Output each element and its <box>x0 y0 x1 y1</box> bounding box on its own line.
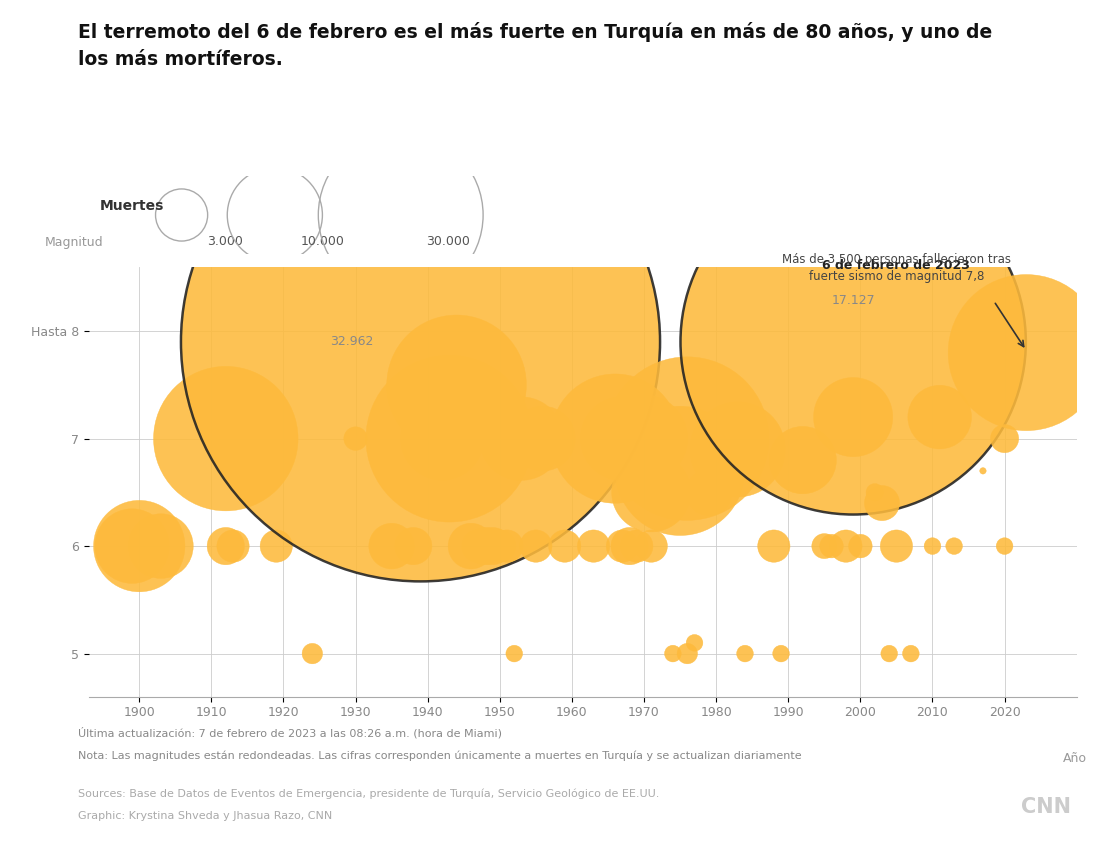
Point <box>902 647 920 660</box>
Text: 30.000: 30.000 <box>426 235 471 248</box>
Point <box>491 539 508 553</box>
Point <box>216 432 234 445</box>
Point <box>643 485 660 499</box>
Point <box>672 464 689 477</box>
Text: Magnitud: Magnitud <box>44 237 103 249</box>
Point <box>505 647 523 660</box>
Point <box>729 442 747 456</box>
Point <box>851 539 869 553</box>
Point <box>643 539 660 553</box>
Point <box>484 539 502 553</box>
Point <box>470 539 487 553</box>
Point <box>946 539 963 553</box>
Point <box>268 539 285 553</box>
Point <box>542 432 559 445</box>
Point <box>773 647 790 660</box>
Point <box>700 485 718 499</box>
Point <box>664 647 682 660</box>
Point <box>534 432 552 445</box>
Point <box>152 539 170 553</box>
Point <box>678 647 696 660</box>
Text: CNN: CNN <box>1021 797 1071 817</box>
Point <box>441 432 458 445</box>
Point <box>224 539 242 553</box>
Point <box>924 539 941 553</box>
Point <box>433 432 451 445</box>
Point <box>931 410 949 424</box>
Point <box>845 410 862 424</box>
Point <box>266 208 284 222</box>
Point <box>173 208 191 222</box>
Text: Más de 3.500 personas fallecieron tras
fuerte sismo de magnitud 7,8: Más de 3.500 personas fallecieron tras f… <box>781 253 1011 283</box>
Point <box>447 378 465 391</box>
Text: Sources: Base de Datos de Eventos de Emergencia, presidente de Turquía, Servicio: Sources: Base de Datos de Eventos de Eme… <box>78 789 659 799</box>
Point <box>404 539 422 553</box>
Point <box>736 647 754 660</box>
Point <box>996 432 1013 445</box>
Point <box>527 539 545 553</box>
Point <box>794 453 811 467</box>
Point <box>816 539 834 553</box>
Point <box>476 539 494 553</box>
Point <box>585 539 603 553</box>
Point <box>614 432 632 445</box>
Point <box>628 539 646 553</box>
Point <box>874 496 891 510</box>
Point <box>130 539 148 553</box>
Point <box>888 539 906 553</box>
Point <box>498 539 516 553</box>
Point <box>216 539 234 553</box>
Text: El terremoto del 6 de febrero es el más fuerte en Turquía en más de 80 años, y u: El terremoto del 6 de febrero es el más … <box>78 22 992 41</box>
Point <box>303 647 321 660</box>
Point <box>823 539 840 553</box>
Point <box>678 432 696 445</box>
Text: Nota: Las magnitudes están redondeadas. Las cifras corresponden únicamente a mue: Nota: Las magnitudes están redondeadas. … <box>78 751 801 761</box>
Point <box>556 539 574 553</box>
Point <box>383 539 401 553</box>
Text: 17.127: 17.127 <box>831 294 875 307</box>
Text: 32.962: 32.962 <box>331 335 374 348</box>
Text: los más mortíferos.: los más mortíferos. <box>78 50 282 69</box>
Point <box>975 464 992 477</box>
Text: 10.000: 10.000 <box>301 235 344 248</box>
Point <box>614 539 632 553</box>
Point <box>392 208 410 222</box>
Text: Última actualización: 7 de febrero de 2023 a las 08:26 a.m. (hora de Miami): Última actualización: 7 de febrero de 20… <box>78 727 502 738</box>
Point <box>866 485 884 499</box>
Point <box>686 636 704 649</box>
Point <box>592 432 609 445</box>
Point <box>996 539 1013 553</box>
Point <box>606 432 624 445</box>
Text: Año: Año <box>1062 752 1087 765</box>
Point <box>620 539 638 553</box>
Point <box>837 539 855 553</box>
Point <box>1018 346 1036 359</box>
Point <box>845 335 862 348</box>
Point <box>462 539 480 553</box>
Point <box>635 432 653 445</box>
Point <box>513 432 531 445</box>
Text: 6 de febrero de 2023: 6 de febrero de 2023 <box>823 259 970 272</box>
Point <box>765 539 783 553</box>
Point <box>412 335 430 348</box>
Point <box>123 539 141 553</box>
Point <box>880 647 898 660</box>
Text: Graphic: Krystina Shveda y Jhasua Razo, CNN: Graphic: Krystina Shveda y Jhasua Razo, … <box>78 811 332 821</box>
Text: 3.000: 3.000 <box>208 235 243 248</box>
Point <box>346 432 364 445</box>
Text: Muertes: Muertes <box>100 200 164 213</box>
